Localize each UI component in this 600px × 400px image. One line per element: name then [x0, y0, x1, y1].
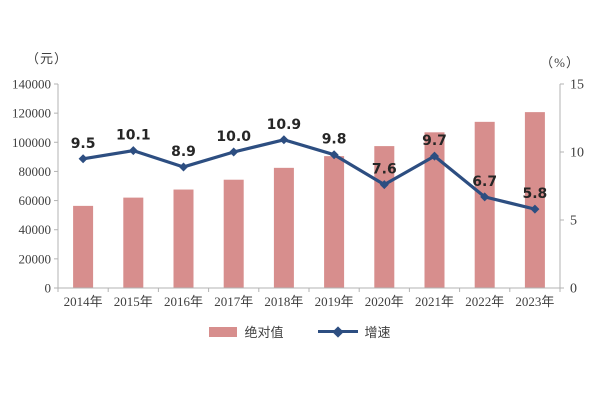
line-data-label: 10.0 — [216, 129, 251, 145]
right-axis-tick-label: 10 — [570, 146, 584, 161]
x-axis-category-label: 2016年 — [164, 294, 203, 309]
bar-2018年 — [273, 167, 294, 288]
bar-2014年 — [73, 205, 94, 288]
line-marker-2021年 — [430, 151, 439, 161]
line-marker-2019年 — [329, 150, 339, 160]
left-axis-unit-label: （元） — [26, 51, 69, 66]
left-axis-tick-label: 60000 — [19, 193, 52, 208]
line-marker-2020年 — [379, 180, 389, 190]
legend: 绝对值 增速 — [0, 322, 600, 341]
line-marker-2014年 — [78, 154, 88, 164]
line-data-label: 10.1 — [116, 128, 151, 144]
x-axis-category-label: 2021年 — [415, 294, 454, 309]
right-axis-tick-label: 15 — [570, 78, 584, 93]
line-series-swatch-icon — [317, 325, 358, 338]
right-axis-tick-label: 5 — [570, 214, 577, 229]
bar-series-swatch-icon — [209, 326, 238, 337]
line-data-label: 10.9 — [267, 117, 302, 133]
legend-item-line-series: 增速 — [317, 322, 391, 341]
diamond-marker-icon — [331, 325, 344, 338]
x-axis-category-label: 2014年 — [64, 294, 103, 309]
left-axis-tick-label: 40000 — [19, 222, 52, 237]
bar-2017年 — [223, 179, 244, 288]
bar-2023年 — [524, 112, 545, 289]
line-marker-2015年 — [128, 146, 138, 156]
bar-2016年 — [173, 189, 194, 288]
x-axis-category-label: 2015年 — [114, 294, 153, 309]
x-axis-category-label: 2020年 — [365, 294, 404, 309]
x-axis-category-label: 2018年 — [264, 294, 303, 309]
line-marker-2018年 — [279, 135, 289, 145]
line-marker-2017年 — [229, 147, 239, 157]
left-axis-tick-label: 100000 — [12, 135, 51, 150]
bar-2022年 — [474, 121, 495, 288]
line-marker-2016年 — [179, 162, 188, 172]
line-data-label: 9.5 — [71, 136, 96, 152]
line-data-label: 6.7 — [472, 174, 497, 190]
growth-line — [82, 138, 536, 211]
left-axis-tick-label: 140000 — [12, 77, 51, 92]
x-axis-category-label: 2022年 — [465, 294, 504, 309]
bar-2021年 — [424, 132, 445, 288]
left-axis-tick-label: 120000 — [12, 106, 51, 121]
right-axis-tick-label: 0 — [570, 282, 577, 297]
legend-label-bar-series: 绝对值 — [244, 325, 284, 340]
legend-item-bar-series: 绝对值 — [209, 322, 284, 341]
right-axis-unit-label: （%） — [540, 55, 580, 70]
x-axis-category-label: 2023年 — [515, 294, 554, 309]
x-axis-category-label: 2019年 — [315, 294, 354, 309]
line-marker-2022年 — [480, 192, 490, 202]
legend-label-line-series: 增速 — [364, 325, 391, 340]
bar-2015年 — [123, 197, 144, 288]
left-axis-tick-label: 20000 — [19, 251, 52, 266]
left-axis-tick-label: 80000 — [19, 164, 52, 179]
x-axis-category-label: 2017年 — [214, 294, 253, 309]
left-axis-tick-label: 0 — [45, 281, 52, 296]
bar-2019年 — [324, 156, 345, 288]
line-data-label: 9.7 — [422, 133, 447, 149]
line-data-label: 8.9 — [171, 144, 196, 160]
line-marker-2023年 — [530, 204, 540, 214]
line-data-label: 5.8 — [522, 186, 547, 202]
line-data-label: 7.6 — [372, 162, 397, 178]
line-data-label: 9.8 — [322, 132, 347, 148]
